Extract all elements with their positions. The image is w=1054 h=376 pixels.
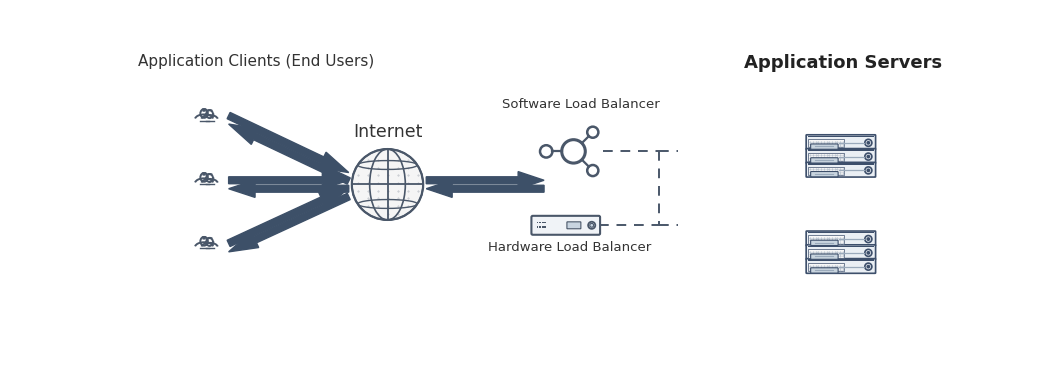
Bar — [542, 222, 544, 223]
Bar — [544, 222, 546, 223]
Polygon shape — [229, 180, 349, 197]
Circle shape — [865, 139, 872, 146]
Bar — [807, 232, 874, 233]
Circle shape — [352, 149, 423, 220]
Text: Application Clients (End Users): Application Clients (End Users) — [138, 54, 374, 68]
FancyBboxPatch shape — [806, 135, 876, 150]
Bar — [808, 263, 844, 271]
Bar — [807, 136, 874, 137]
Circle shape — [866, 168, 871, 172]
Polygon shape — [229, 171, 349, 189]
FancyBboxPatch shape — [806, 245, 876, 259]
Polygon shape — [227, 112, 349, 173]
Circle shape — [865, 249, 872, 256]
FancyBboxPatch shape — [806, 231, 876, 246]
Circle shape — [866, 155, 871, 159]
Polygon shape — [426, 171, 544, 189]
FancyBboxPatch shape — [806, 259, 876, 273]
Circle shape — [866, 251, 871, 255]
Polygon shape — [426, 180, 544, 197]
FancyBboxPatch shape — [811, 240, 838, 246]
Bar — [807, 259, 874, 261]
FancyBboxPatch shape — [567, 222, 581, 229]
Bar — [542, 226, 544, 228]
Polygon shape — [229, 193, 350, 252]
FancyBboxPatch shape — [531, 216, 600, 235]
FancyBboxPatch shape — [811, 144, 838, 149]
FancyBboxPatch shape — [811, 171, 838, 177]
Text: Internet: Internet — [353, 123, 423, 141]
Text: Application Servers: Application Servers — [744, 54, 942, 71]
FancyBboxPatch shape — [811, 158, 838, 163]
Bar — [808, 235, 844, 244]
Circle shape — [866, 265, 871, 268]
Text: Software Load Balancer: Software Load Balancer — [503, 99, 660, 111]
Bar — [807, 149, 874, 151]
Circle shape — [866, 141, 871, 145]
Bar — [808, 167, 844, 175]
Text: Hardware Load Balancer: Hardware Load Balancer — [488, 241, 651, 254]
Circle shape — [865, 167, 872, 174]
Circle shape — [588, 222, 596, 229]
Polygon shape — [229, 124, 350, 184]
Circle shape — [866, 237, 871, 241]
Bar — [540, 222, 541, 223]
Bar — [536, 222, 539, 223]
FancyBboxPatch shape — [806, 149, 876, 163]
Circle shape — [865, 153, 872, 160]
Bar — [808, 249, 844, 258]
Bar — [807, 246, 874, 247]
Bar — [544, 226, 546, 228]
Circle shape — [590, 223, 593, 227]
Polygon shape — [228, 188, 349, 247]
FancyBboxPatch shape — [806, 162, 876, 177]
Circle shape — [865, 235, 872, 243]
Bar — [808, 139, 844, 147]
Circle shape — [865, 263, 872, 270]
FancyBboxPatch shape — [811, 254, 838, 259]
Bar — [807, 163, 874, 165]
Bar — [540, 226, 541, 228]
Bar — [536, 226, 539, 228]
FancyBboxPatch shape — [811, 268, 838, 273]
Bar — [808, 153, 844, 161]
